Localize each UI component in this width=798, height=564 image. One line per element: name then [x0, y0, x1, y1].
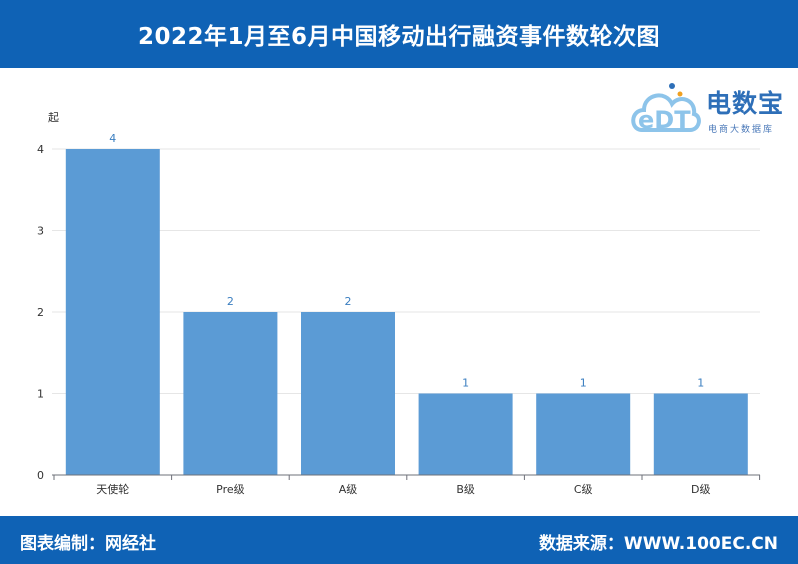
- data-label-0: 4: [109, 132, 116, 145]
- y-tick-label: 2: [37, 306, 44, 319]
- x-tick-label-2: A级: [339, 483, 358, 496]
- y-tick-label: 3: [37, 225, 44, 238]
- y-axis-ticks: 0 1 2 3 4: [37, 143, 44, 482]
- x-tick-label-4: C级: [574, 483, 593, 496]
- y-unit-label: 起: [48, 111, 59, 124]
- x-tick-label-0: 天使轮: [96, 482, 129, 496]
- data-label-5: 1: [697, 377, 704, 390]
- bar-1: [183, 312, 278, 475]
- edt-logo-icon: eDT: [631, 83, 701, 134]
- y-tick-label: 1: [37, 388, 44, 401]
- y-tick-label: 4: [37, 143, 44, 156]
- data-labels: 4 2 2 1 1 1: [109, 132, 704, 390]
- bar-4: [536, 393, 631, 475]
- footer-source: 数据来源：WWW.100EC.CN: [538, 534, 778, 554]
- data-label-1: 2: [227, 295, 234, 308]
- bar-chart: 4 2 2 1 1 1 0 1 2 3 4 天使轮 Pre级 A级 B级 C级 D级 起: [37, 111, 761, 496]
- x-tick-label-5: D级: [691, 483, 710, 496]
- bars: [65, 149, 748, 475]
- bar-2: [301, 312, 395, 475]
- footer-credit: 图表编制：网经社: [20, 534, 156, 554]
- logo-subtitle: 电商大数据库: [708, 125, 775, 135]
- x-tick-label-3: B级: [456, 483, 475, 496]
- data-label-3: 1: [462, 377, 469, 390]
- svg-text:eDT: eDT: [638, 106, 691, 134]
- logo-name: 电数宝: [706, 89, 785, 118]
- y-tick-label: 0: [37, 469, 44, 482]
- data-label-2: 2: [345, 295, 352, 308]
- x-axis-ticks: 天使轮 Pre级 A级 B级 C级 D级: [53, 475, 761, 496]
- chart-title: 2022年1月至6月中国移动出行融资事件数轮次图: [137, 24, 661, 50]
- footer-banner: 图表编制：网经社 数据来源：WWW.100EC.CN: [0, 516, 798, 564]
- bar-5: [653, 393, 748, 475]
- gridlines: [52, 148, 760, 394]
- bar-3: [418, 393, 513, 475]
- x-tick-label-1: Pre级: [216, 483, 245, 496]
- chart-title-banner: 2022年1月至6月中国移动出行融资事件数轮次图: [0, 0, 798, 68]
- data-label-4: 1: [580, 377, 587, 390]
- bar-0: [65, 149, 160, 475]
